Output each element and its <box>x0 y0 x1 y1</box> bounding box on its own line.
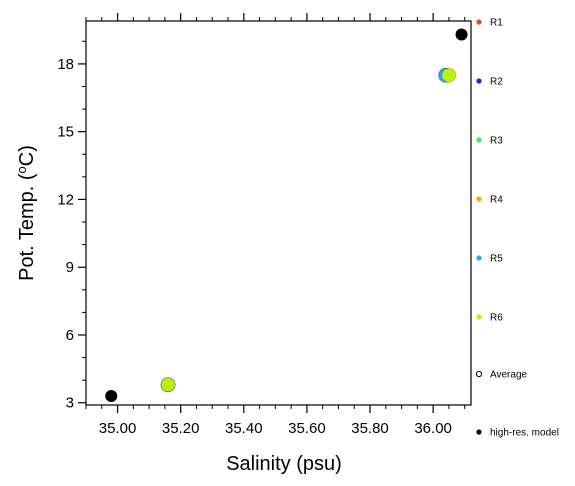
legend-marker-r5 <box>476 255 482 261</box>
y-tick-label: 12 <box>57 191 74 208</box>
y-axis-title: Pot. Temp. (oC) <box>14 145 38 281</box>
y-tick-label: 3 <box>66 395 74 412</box>
legend-marker-average <box>475 370 483 378</box>
x-tick-label: 36.00 <box>414 420 452 437</box>
x-axis: 35.00 35.20 35.40 35.60 35.80 36.00 <box>85 13 466 437</box>
x-tick-label: 35.60 <box>288 420 326 437</box>
legend-label-average: Average <box>490 370 528 381</box>
y-axis-title-degree: o <box>14 166 29 173</box>
x-tick-label: 35.20 <box>162 420 200 437</box>
y-tick-label: 6 <box>66 327 74 344</box>
x-tick-label: 35.00 <box>99 420 137 437</box>
y-axis-title-before: Pot. Temp. ( <box>16 173 38 281</box>
legend-marker-r1 <box>476 19 482 25</box>
y-axis-title-after: C) <box>16 145 38 166</box>
point-high-res-model <box>455 28 468 41</box>
legend-label-high-res-model: high-res. model <box>490 428 559 439</box>
legend: R1 R2 R3 R4 R5 R6 Average high-res. model <box>475 18 559 439</box>
plot-frame <box>85 20 472 406</box>
legend-marker-r2 <box>476 78 482 84</box>
legend-label-r3: R3 <box>490 136 503 147</box>
x-axis-title: Salinity (psu) <box>226 453 342 475</box>
legend-label-r6: R6 <box>490 313 503 324</box>
point-r6 <box>441 67 457 83</box>
legend-marker-r6 <box>476 314 482 320</box>
point-r6 <box>160 377 176 392</box>
y-tick-label: 18 <box>57 56 74 73</box>
y-axis: 3 6 9 12 15 18 <box>57 40 86 412</box>
x-tick-label: 35.80 <box>351 420 389 437</box>
x-tick-label: 35.40 <box>225 420 263 437</box>
legend-marker-r4 <box>476 196 482 202</box>
y-tick-label: 9 <box>66 259 74 276</box>
y-tick-label: 15 <box>57 124 74 141</box>
legend-label-r5: R5 <box>490 254 503 265</box>
legend-label-r2: R2 <box>490 77 503 88</box>
data-points <box>105 28 468 402</box>
legend-label-r4: R4 <box>490 195 503 206</box>
legend-marker-high-res-model <box>476 429 482 435</box>
legend-marker-r3 <box>476 137 482 143</box>
point-high-res-model <box>105 389 118 402</box>
legend-label-r1: R1 <box>490 18 503 29</box>
